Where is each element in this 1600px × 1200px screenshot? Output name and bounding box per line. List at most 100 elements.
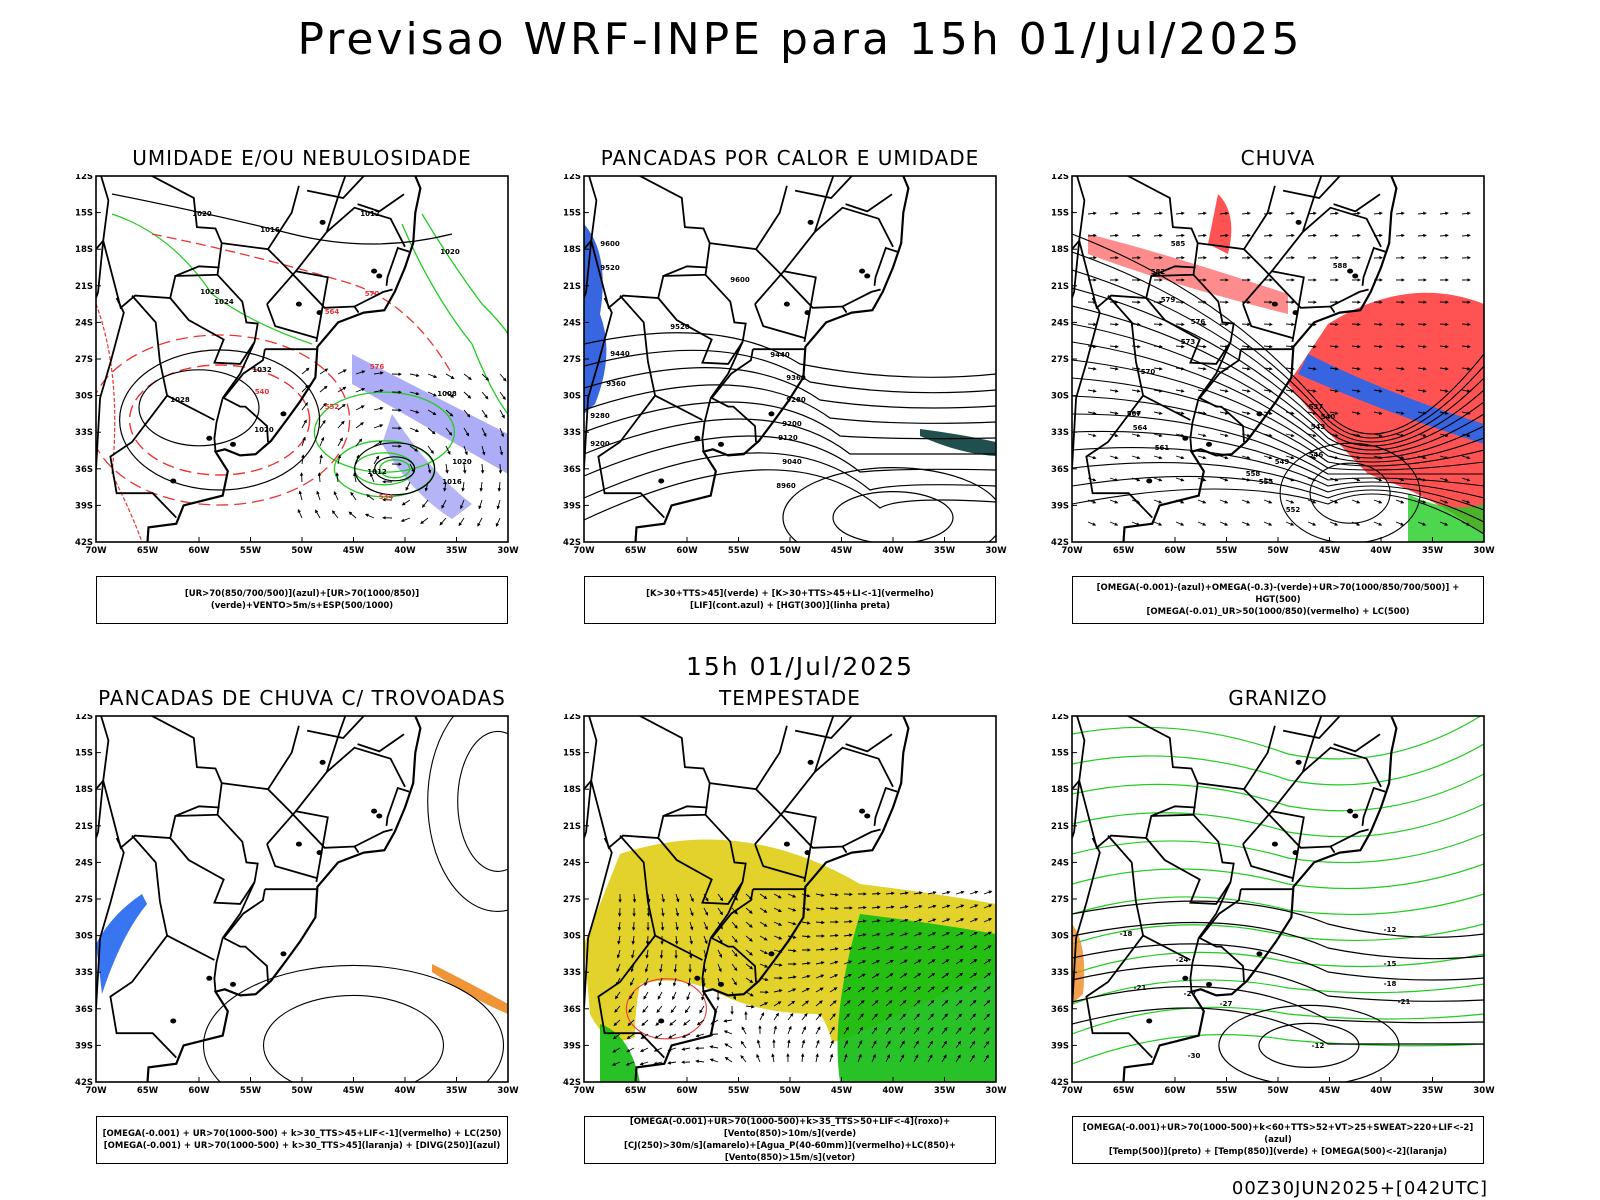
wind-vector <box>773 893 782 899</box>
wind-vector <box>301 436 306 447</box>
panel-title: PANCADAS DE CHUVA C/ TROVOADAS <box>98 686 506 710</box>
border-line <box>221 185 300 251</box>
contour-label: 555 <box>1259 478 1274 486</box>
lon-tick-label: 50W <box>779 546 801 556</box>
wind-vector <box>1351 344 1361 349</box>
border-line <box>1198 349 1242 399</box>
wind-vector <box>1417 433 1427 438</box>
wind-vector <box>745 1004 755 1009</box>
wind-vector <box>899 986 908 993</box>
wind-vector <box>857 1013 864 1021</box>
wind-vector <box>301 419 307 429</box>
temp850-contour <box>1072 863 1484 890</box>
wind-vector <box>639 1061 649 1066</box>
wind-vector <box>913 932 923 937</box>
wind-vector <box>801 934 811 939</box>
wind-vector <box>675 893 680 903</box>
wind-vector <box>829 892 839 897</box>
wind-vector <box>983 1013 991 1021</box>
temp500-contour <box>1072 921 1484 960</box>
lif-area <box>584 224 607 414</box>
lat-tick-label: 27S <box>563 895 581 905</box>
border-line <box>169 297 256 365</box>
lat-tick-label: 15S <box>563 209 581 219</box>
wind-vector <box>1395 455 1405 460</box>
border-line <box>96 837 125 1009</box>
wind-vector <box>899 1026 906 1035</box>
wind-vector <box>829 906 839 911</box>
wind-vector <box>1197 211 1207 216</box>
border-line <box>597 835 665 1059</box>
lake-mark <box>864 813 871 819</box>
wind-vector <box>460 499 465 510</box>
wind-vector <box>885 919 895 923</box>
wind-vector <box>614 1005 621 1013</box>
wind-vector <box>899 891 909 895</box>
political-borders <box>96 716 422 1082</box>
wind-vector <box>717 963 722 973</box>
lat-tick-label: 21S <box>563 282 581 292</box>
border-line <box>1192 274 1235 343</box>
wind-vector <box>689 921 694 931</box>
wind-vector <box>1373 411 1383 415</box>
lon-tick-label: 45W <box>1319 546 1341 556</box>
lon-tick-label: 55W <box>728 546 750 556</box>
lake-mark <box>864 273 871 279</box>
lon-tick-label: 65W <box>1113 1086 1135 1096</box>
lake-mark <box>229 981 236 987</box>
lon-tick-label: 45W <box>831 1086 853 1096</box>
border-line <box>1330 288 1369 308</box>
wind-vector <box>1351 499 1361 504</box>
wind-vector <box>801 961 811 966</box>
wind-vector <box>335 472 340 483</box>
wind-vector <box>885 959 894 965</box>
border-line <box>1242 270 1305 343</box>
contour-label: 1020 <box>254 426 274 434</box>
wind-vector <box>642 1005 649 1013</box>
wind-vector <box>1197 233 1207 238</box>
contour-label: 1012 <box>367 468 387 476</box>
wind-vector <box>1285 389 1295 393</box>
wind-vector <box>401 499 411 506</box>
wind-vector <box>1153 366 1163 371</box>
wind-vector <box>1439 322 1449 327</box>
wind-vector <box>316 490 321 501</box>
border-line <box>657 837 744 905</box>
wind-vector <box>941 904 951 909</box>
wind-vector <box>717 907 723 916</box>
lat-tick-label: 21S <box>1051 282 1069 292</box>
contour-label: -12 <box>1384 926 1397 934</box>
wind-vector <box>1417 211 1427 216</box>
border-line <box>96 716 110 790</box>
wind-vector <box>843 1013 850 1021</box>
border-line <box>597 295 665 519</box>
wind-vector <box>1461 366 1471 371</box>
wind-vector <box>731 893 738 901</box>
rain-area <box>1208 194 1232 254</box>
border-line <box>1078 716 1199 850</box>
border-line <box>1197 725 1276 791</box>
border-line <box>1072 716 1086 790</box>
border-line <box>166 934 215 961</box>
border-line <box>295 716 347 812</box>
border-line <box>1078 176 1199 310</box>
panel-legend: [OMEGA(-0.001)-(azul)+OMEGA(-0.3)-(verde… <box>1072 576 1484 624</box>
wind-vector <box>913 946 923 951</box>
humidity-high-area <box>352 354 508 474</box>
border-line <box>701 341 744 452</box>
wind-vector <box>1351 233 1361 238</box>
wind-vector <box>759 935 768 941</box>
lon-tick-label: 60W <box>1164 1086 1186 1096</box>
wind-vector <box>1329 411 1339 415</box>
wind-vector <box>1439 389 1449 393</box>
legend-line: [OMEGA(-0.001) + UR>70(1000-500) + k>30_… <box>102 1129 502 1139</box>
wind-vector <box>1395 433 1405 438</box>
wind-vector <box>1241 455 1251 460</box>
wind-vector <box>871 932 881 937</box>
wind-vector <box>741 1026 747 1035</box>
political-borders <box>1072 716 1398 1082</box>
rain-area <box>1088 234 1288 314</box>
lat-tick-label: 39S <box>563 1041 581 1051</box>
height-contour <box>584 384 996 424</box>
wind-vector <box>646 907 651 917</box>
